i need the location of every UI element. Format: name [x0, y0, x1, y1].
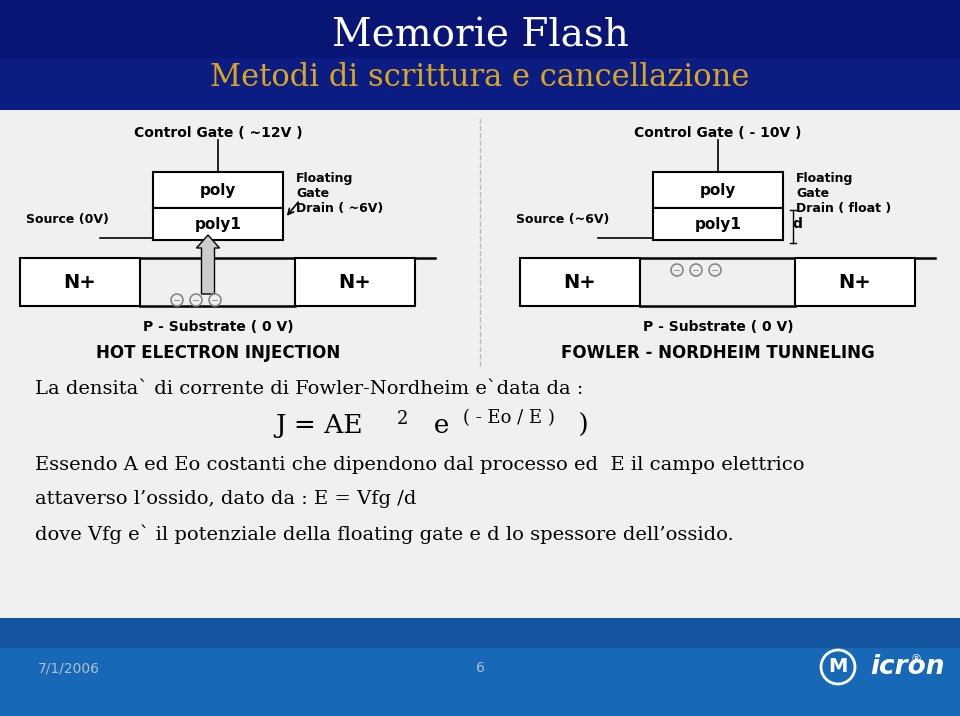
- Text: −: −: [692, 266, 700, 276]
- Text: Essendo A ed Eo costanti che dipendono dal processo ed  E il campo elettrico: Essendo A ed Eo costanti che dipendono d…: [35, 456, 804, 474]
- Text: 7/1/2006: 7/1/2006: [38, 661, 100, 675]
- Text: ®: ®: [910, 654, 922, 664]
- Text: dove Vfg e` il potenziale della floating gate e d lo spessore dell’ossido.: dove Vfg e` il potenziale della floating…: [35, 524, 733, 543]
- Text: Control Gate ( ~12V ): Control Gate ( ~12V ): [133, 126, 302, 140]
- Text: P - Substrate ( 0 V): P - Substrate ( 0 V): [642, 320, 793, 334]
- Bar: [20, 258, 140, 306]
- Bar: [153, 208, 283, 240]
- Text: Floating
Gate
Drain ( float ): Floating Gate Drain ( float ): [796, 172, 891, 215]
- Text: M: M: [828, 657, 848, 677]
- Text: N+: N+: [63, 273, 96, 291]
- Text: N+: N+: [839, 273, 872, 291]
- FancyArrow shape: [197, 235, 220, 294]
- Text: La densita` di corrente di Fowler-Nordheim e`data da :: La densita` di corrente di Fowler-Nordhe…: [35, 380, 584, 398]
- Bar: [653, 172, 783, 208]
- Text: −: −: [173, 296, 181, 306]
- Text: −: −: [673, 266, 681, 276]
- Text: Control Gate ( - 10V ): Control Gate ( - 10V ): [635, 126, 802, 140]
- Text: Floating
Gate
Drain ( ~6V): Floating Gate Drain ( ~6V): [296, 172, 383, 215]
- Bar: [0, 648, 960, 716]
- Text: J = AE: J = AE: [275, 413, 363, 438]
- Text: e: e: [417, 413, 449, 438]
- Text: poly: poly: [700, 183, 736, 198]
- Text: −: −: [192, 296, 200, 306]
- Bar: [0, 0, 960, 58]
- Bar: [653, 208, 783, 240]
- Text: −: −: [711, 266, 719, 276]
- Text: Source (~6V): Source (~6V): [516, 213, 610, 226]
- Text: d: d: [792, 217, 802, 231]
- Bar: [0, 110, 960, 618]
- Text: icron: icron: [870, 654, 945, 680]
- Text: 6: 6: [475, 661, 485, 675]
- Text: Memorie Flash: Memorie Flash: [331, 17, 629, 54]
- Text: N+: N+: [564, 273, 596, 291]
- Bar: [153, 172, 283, 208]
- Bar: [795, 258, 915, 306]
- Text: Metodi di scrittura e cancellazione: Metodi di scrittura e cancellazione: [210, 62, 750, 94]
- Text: poly: poly: [200, 183, 236, 198]
- Bar: [295, 258, 415, 306]
- Text: Source (0V): Source (0V): [26, 213, 108, 226]
- Text: N+: N+: [339, 273, 372, 291]
- Text: −: −: [211, 296, 219, 306]
- Bar: [520, 258, 640, 306]
- Text: 2: 2: [397, 410, 408, 428]
- Text: ): ): [570, 413, 588, 438]
- Bar: [0, 618, 960, 716]
- Bar: [0, 0, 960, 110]
- Text: attaverso l’ossido, dato da : E = Vfg /d: attaverso l’ossido, dato da : E = Vfg /d: [35, 490, 417, 508]
- Text: poly1: poly1: [195, 216, 241, 231]
- Text: poly1: poly1: [695, 216, 741, 231]
- Text: HOT ELECTRON INJECTION: HOT ELECTRON INJECTION: [96, 344, 340, 362]
- Text: FOWLER - NORDHEIM TUNNELING: FOWLER - NORDHEIM TUNNELING: [562, 344, 875, 362]
- Text: ( - Eo / E ): ( - Eo / E ): [463, 409, 555, 427]
- Text: P - Substrate ( 0 V): P - Substrate ( 0 V): [143, 320, 294, 334]
